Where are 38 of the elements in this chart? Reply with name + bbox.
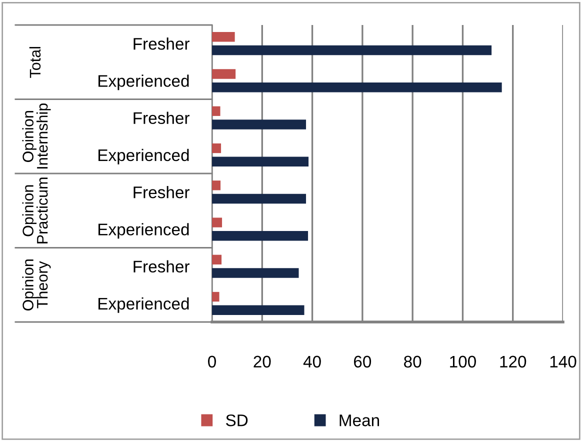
y-tick-label: Experienced [98,297,189,313]
legend-label: SD [226,414,248,426]
text: Opinion Practicum [22,178,48,244]
legend-label: Mean [340,414,380,426]
y-tick-label: Fresher [134,38,190,50]
bar [212,69,236,79]
y-tick-label: Fresher [134,260,190,273]
text: Total [29,47,41,78]
x-tick-label: 20 [254,356,271,368]
x-tick-label: 120 [500,356,526,368]
bar [212,156,309,166]
x-tick-label: 100 [450,356,476,368]
y-tick-label: Experienced [98,148,189,164]
x-tick-label: 40 [303,356,321,368]
bar [212,305,304,315]
bar [212,106,220,116]
bar [212,268,299,278]
bar [212,180,221,190]
x-tick-label: 0 [208,356,216,368]
x-tick-label: 60 [354,356,372,368]
bar [212,254,222,264]
text: Opinion Theory [22,260,51,310]
bar [212,194,306,204]
bar [212,143,222,154]
bar [212,231,308,241]
text: Opinion Internship [22,103,51,169]
y-tick-label: Fresher [134,112,190,124]
y-tick-label: Experienced [98,74,189,90]
bar [212,82,502,92]
bar [212,120,306,130]
bar [212,218,222,228]
y-tick-label: Experienced [98,223,189,239]
x-tick-label: 140 [550,356,576,368]
y-tick-label: Fresher [134,186,190,198]
x-tick-label: 80 [404,356,422,368]
bar [212,32,235,42]
bar [212,45,492,56]
bar [212,292,220,302]
